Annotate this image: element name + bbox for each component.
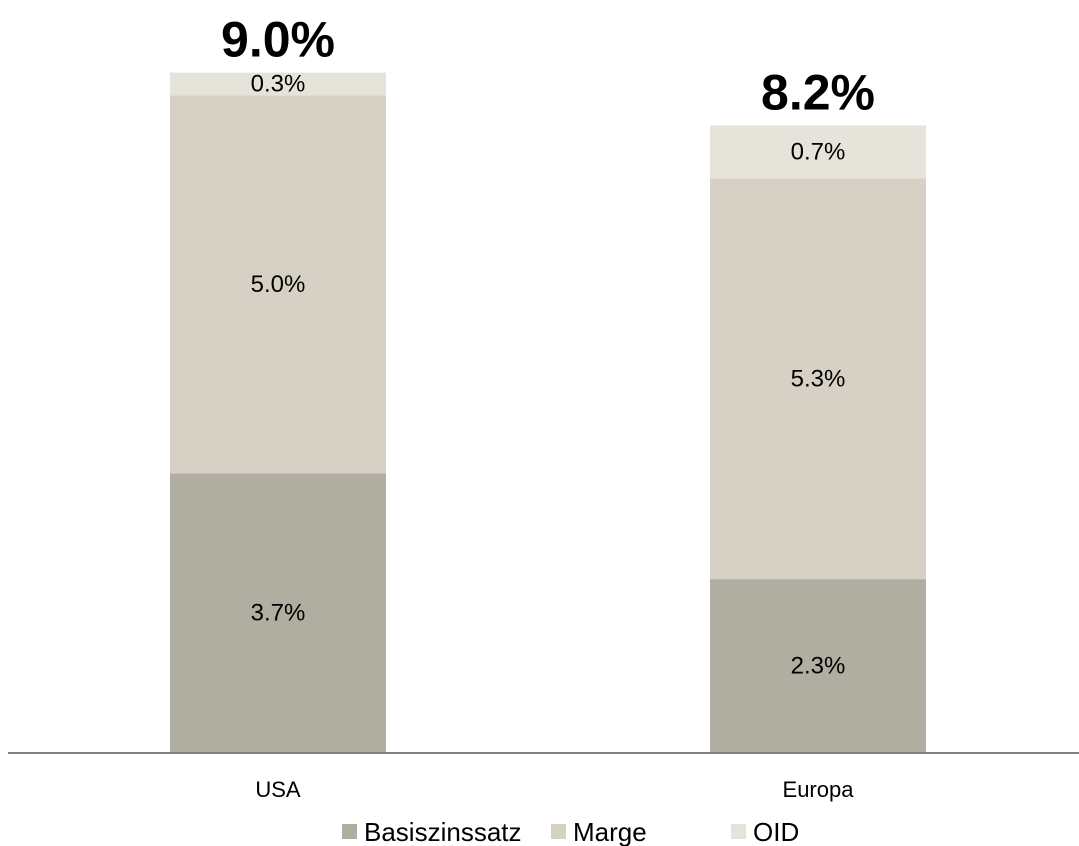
legend-label-oid: OID — [753, 817, 799, 846]
bar-europa-basiszinssatz — [710, 579, 926, 753]
total-labels-group: 9.0% 8.2% — [221, 12, 875, 121]
legend-label-basiszinssatz: Basiszinssatz — [364, 817, 522, 846]
legend-item-marge: Marge — [551, 817, 647, 846]
label-usa-basiszinssatz: 3.7% — [251, 600, 306, 627]
category-label-europa: Europa — [783, 777, 855, 802]
legend-swatch-basiszinssatz — [342, 824, 357, 839]
legend-swatch-oid — [731, 824, 746, 839]
segment-labels-group: 3.7% 5.0% 0.3% 2.3% 5.3% 0.7% — [251, 70, 846, 679]
bar-usa-marge — [170, 95, 386, 474]
label-usa-oid: 0.3% — [251, 70, 306, 97]
label-europa-oid: 0.7% — [791, 138, 846, 165]
bars-group — [170, 72, 926, 753]
bar-europa-marge — [710, 178, 926, 580]
legend-item-oid: OID — [731, 817, 799, 846]
bar-usa-basiszinssatz — [170, 473, 386, 753]
legend: Basiszinssatz Marge OID — [342, 817, 799, 846]
legend-label-marge: Marge — [573, 817, 647, 846]
label-europa-basiszinssatz: 2.3% — [791, 653, 846, 680]
total-label-usa: 9.0% — [221, 12, 335, 68]
bar-usa-oid — [170, 72, 386, 96]
label-europa-marge: 5.3% — [791, 365, 846, 392]
legend-swatch-marge — [551, 824, 566, 839]
bar-europa-oid — [710, 125, 926, 179]
label-usa-marge: 5.0% — [251, 271, 306, 298]
category-label-usa: USA — [255, 777, 301, 802]
total-label-europa: 8.2% — [761, 65, 875, 121]
legend-item-basiszinssatz: Basiszinssatz — [342, 817, 522, 846]
category-labels-group: USA Europa — [255, 777, 854, 802]
